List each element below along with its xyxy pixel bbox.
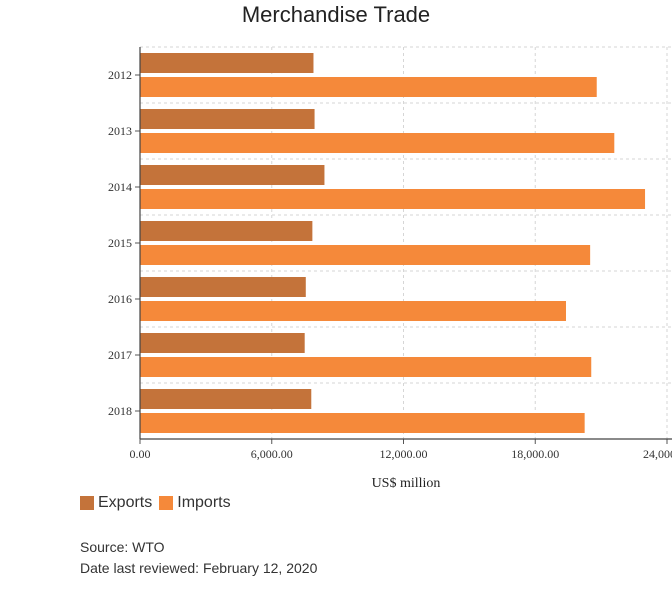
tick-labels: 0.00 6,000.00 12,000.00 18,000.00 24,000.00 2…: [108, 68, 672, 461]
legend-swatch-imports: [159, 496, 174, 510]
source-note: Source: WTO: [80, 539, 165, 555]
y-tick-label: 2017: [108, 348, 132, 362]
bar-imports-2016[interactable]: [140, 301, 566, 321]
bar-imports-2014[interactable]: [140, 189, 646, 209]
axes: [135, 47, 672, 444]
bar-imports-2012[interactable]: [140, 77, 597, 97]
bar-imports-2018[interactable]: [140, 413, 585, 433]
y-tick-label: 2014: [108, 180, 132, 194]
x-tick-label: 6,000.00: [251, 447, 293, 461]
bars: [140, 53, 646, 433]
x-tick-label: 24,000.00: [643, 447, 672, 461]
bar-exports-2012[interactable]: [140, 53, 314, 73]
legend-label-exports: Exports: [98, 494, 153, 511]
y-tick-label: 2018: [108, 404, 132, 418]
x-tick-label: 12,000.00: [380, 447, 428, 461]
bar-exports-2015[interactable]: [140, 221, 313, 241]
legend-swatch-exports: [80, 496, 94, 510]
y-tick-label: 2015: [108, 236, 132, 250]
bar-exports-2014[interactable]: [140, 165, 325, 185]
bar-imports-2013[interactable]: [140, 133, 615, 153]
bar-imports-2015[interactable]: [140, 245, 591, 265]
y-tick-label: 2016: [108, 292, 132, 306]
legend-item-exports[interactable]: Exports: [80, 494, 152, 512]
legend: Exports Imports: [80, 493, 238, 513]
x-tick-label: 0.00: [130, 447, 151, 461]
legend-label-imports: Imports: [177, 494, 231, 511]
y-tick-label: 2013: [108, 124, 132, 138]
chart-title: Merchandise Trade: [241, 2, 431, 27]
date-reviewed-note: Date last reviewed: February 12, 2020: [80, 560, 318, 576]
bar-exports-2017[interactable]: [140, 333, 305, 353]
x-axis-title: US$ million: [372, 476, 441, 491]
y-tick-label: 2012: [108, 68, 132, 82]
bar-exports-2013[interactable]: [140, 109, 315, 129]
x-tick-label: 18,000.00: [511, 447, 559, 461]
grid-lines: [140, 46, 672, 439]
bar-imports-2017[interactable]: [140, 357, 592, 377]
bar-exports-2018[interactable]: [140, 389, 312, 409]
legend-item-imports[interactable]: Imports: [159, 494, 231, 512]
bar-exports-2016[interactable]: [140, 277, 306, 297]
